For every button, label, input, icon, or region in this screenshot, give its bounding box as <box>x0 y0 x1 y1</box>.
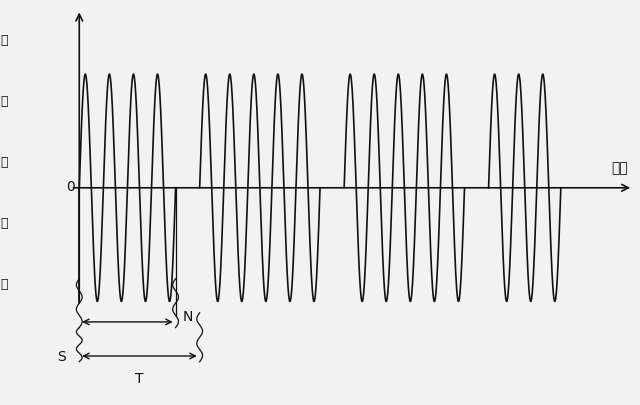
Text: 高: 高 <box>0 34 8 47</box>
Text: N: N <box>183 309 193 324</box>
Text: 力: 力 <box>0 277 8 290</box>
Text: 0: 0 <box>66 179 74 193</box>
Text: T: T <box>135 371 144 385</box>
Text: 周: 周 <box>0 95 8 108</box>
Text: 波: 波 <box>0 156 8 168</box>
Text: 出: 出 <box>0 216 8 229</box>
Text: S: S <box>57 349 66 363</box>
Text: 時間: 時間 <box>611 161 628 175</box>
